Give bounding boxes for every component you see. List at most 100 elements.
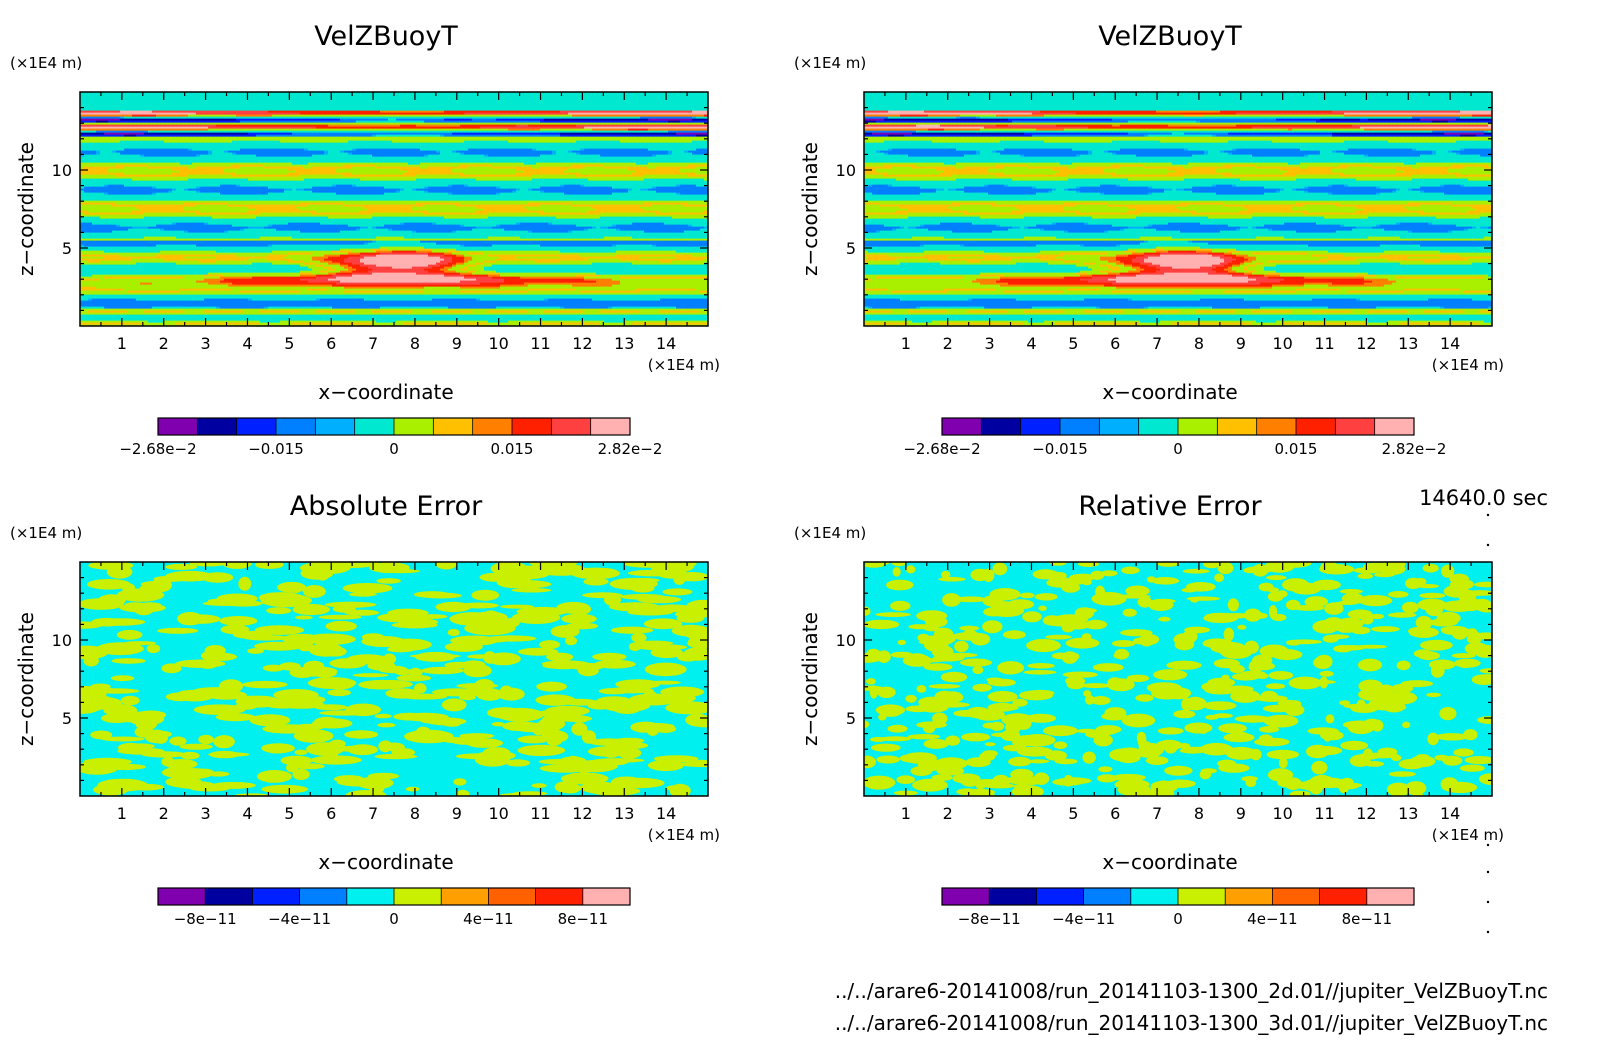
- field-cell: [512, 270, 517, 273]
- field-cell: [152, 302, 157, 305]
- field-cell: [332, 296, 337, 299]
- field-cell: [436, 310, 441, 313]
- field-cell: [564, 282, 569, 285]
- field-cell: [140, 274, 145, 277]
- field-cell: [360, 274, 365, 277]
- field-cell: [200, 308, 205, 311]
- field-cell: [544, 276, 549, 279]
- field-cell: [324, 270, 329, 273]
- field-cell: [368, 322, 373, 325]
- field-cell: [612, 302, 617, 305]
- field-cell: [252, 314, 257, 317]
- field-cell: [184, 306, 189, 309]
- field-cell: [336, 312, 341, 315]
- field-cell: [568, 264, 573, 267]
- field-cell: [120, 296, 125, 299]
- field-cell: [456, 322, 461, 325]
- field-cell: [180, 278, 185, 281]
- field-cell: [236, 302, 241, 305]
- field-cell: [220, 320, 225, 323]
- field-cell: [156, 272, 161, 275]
- field-cell: [144, 312, 149, 315]
- field-cell: [244, 298, 249, 301]
- field-cell: [528, 302, 533, 305]
- field-cell: [548, 320, 553, 323]
- field-cell: [348, 306, 353, 309]
- field-cell: [476, 312, 481, 315]
- field-cell: [264, 320, 269, 323]
- field-cell: [212, 296, 217, 299]
- field-cell: [560, 282, 565, 285]
- field-cell: [652, 308, 657, 311]
- field-cell: [344, 270, 349, 273]
- field-cell: [296, 312, 301, 315]
- field-cell: [228, 294, 233, 297]
- field-cell: [372, 304, 377, 307]
- field-cell: [344, 288, 349, 291]
- field-cell: [492, 298, 497, 301]
- field-cell: [700, 316, 705, 319]
- field-cell: [540, 276, 545, 279]
- field-cell: [572, 290, 577, 293]
- field-cell: [416, 276, 421, 279]
- field-cell: [528, 324, 533, 326]
- field-cell: [468, 290, 473, 293]
- field-cell: [172, 318, 177, 321]
- field-cell: [552, 264, 557, 267]
- field-cell: [200, 270, 205, 273]
- field-cell: [652, 294, 657, 297]
- field-cell: [400, 310, 405, 313]
- field-cell: [188, 268, 193, 271]
- field-cell: [524, 320, 529, 323]
- field-cell: [384, 278, 389, 281]
- field-cell: [176, 322, 181, 325]
- field-cell: [544, 322, 549, 325]
- field-cell: [624, 304, 629, 307]
- field-cell: [144, 304, 149, 307]
- field-cell: [196, 276, 201, 279]
- field-cell: [492, 308, 497, 311]
- field-cell: [500, 274, 505, 277]
- field-cell: [164, 304, 169, 307]
- field-cell: [88, 274, 93, 277]
- field-cell: [440, 280, 445, 283]
- field-cell: [384, 320, 389, 323]
- field-cell: [132, 318, 137, 321]
- field-cell: [188, 310, 193, 313]
- field-cell: [412, 298, 417, 301]
- field-cell: [220, 302, 225, 305]
- field-cell: [124, 268, 129, 271]
- field-cell: [84, 264, 89, 267]
- field-cell: [316, 266, 321, 269]
- field-cell: [128, 274, 133, 277]
- field-cell: [460, 310, 465, 313]
- field-cell: [216, 308, 221, 311]
- field-cell: [492, 262, 497, 265]
- field-cell: [240, 324, 245, 326]
- field-cell: [156, 316, 161, 319]
- field-cell: [624, 282, 629, 285]
- field-cell: [276, 284, 281, 287]
- field-cell: [284, 292, 289, 295]
- field-cell: [488, 280, 493, 283]
- field-cell: [552, 280, 557, 283]
- field-cell: [160, 324, 165, 326]
- field-cell: [208, 316, 213, 319]
- field-cell: [188, 292, 193, 295]
- field-cell: [288, 320, 293, 323]
- field-cell: [612, 316, 617, 319]
- field-cell: [92, 314, 97, 317]
- field-cell: [484, 284, 489, 287]
- field-cell: [224, 288, 229, 291]
- field-cell: [288, 280, 293, 283]
- field-cell: [456, 284, 461, 287]
- field-cell: [136, 302, 141, 305]
- field-cell: [88, 302, 93, 305]
- field-cell: [444, 302, 449, 305]
- field-cell: [284, 312, 289, 315]
- field-cell: [316, 322, 321, 325]
- field-cell: [276, 292, 281, 295]
- field-cell: [120, 264, 125, 267]
- field-cell: [420, 296, 425, 299]
- field-cell: [584, 298, 589, 301]
